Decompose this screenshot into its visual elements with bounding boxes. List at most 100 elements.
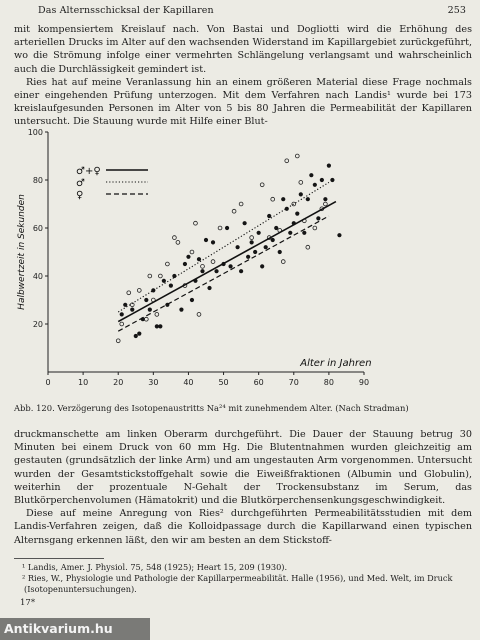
- footnotes: ¹ Landis, Amer. J. Physiol. 75, 548 (192…: [14, 558, 472, 595]
- data-point-open: [165, 261, 170, 267]
- footnote: ¹ Landis, Amer. J. Physiol. 75, 548 (192…: [22, 562, 288, 572]
- data-point-filled: [207, 285, 212, 291]
- data-point-filled: [235, 245, 240, 250]
- page-number: 253: [447, 5, 466, 16]
- data-point-filled: [267, 213, 272, 219]
- paragraph: Ries hat auf meine Veranlassung hin an e…: [14, 76, 472, 128]
- y-tick-label: 40: [33, 272, 43, 281]
- data-point-filled: [249, 240, 254, 245]
- x-tick-label: 50: [218, 378, 228, 387]
- data-point-filled: [298, 192, 303, 197]
- data-point-filled: [302, 230, 307, 235]
- running-header: Das Alternsschicksal der Kapillaren 253: [38, 5, 466, 19]
- figure-120: 0 10 20 30 40 50 60 70 80 90 20 40 60 80 100 ♂+♀ ♂ ♀ A…: [14, 126, 474, 402]
- figure-caption: Abb. 120. Verzögerung des Isotopenaustri…: [14, 403, 409, 413]
- data-point-open: [280, 259, 286, 264]
- data-point-filled: [260, 264, 265, 269]
- x-tick-label: 0: [45, 378, 50, 387]
- x-tick-label: 40: [183, 378, 193, 387]
- data-point-filled: [270, 237, 275, 243]
- data-point-filled: [203, 237, 209, 243]
- y-tick-label: 100: [28, 128, 43, 137]
- data-point-filled: [319, 177, 324, 183]
- data-point-open: [284, 158, 290, 164]
- data-point-open: [210, 259, 216, 264]
- x-tick-label: 80: [324, 378, 334, 387]
- regression-line-solid: [117, 200, 337, 323]
- data-point-filled: [172, 273, 177, 279]
- data-point-open: [291, 201, 297, 207]
- data-point-filled: [323, 197, 328, 202]
- x-tick-label: 30: [148, 378, 158, 387]
- data-point-filled: [246, 254, 251, 259]
- x-tick-label: 20: [113, 378, 123, 387]
- paragraph: druckmanschette am linken Oberarm durchg…: [14, 429, 472, 507]
- data-point-filled: [119, 312, 124, 317]
- data-point-open: [154, 312, 160, 317]
- legend-label-female: ♀: [76, 190, 83, 201]
- data-point-filled: [189, 297, 195, 303]
- x-tick-label: 60: [254, 378, 264, 387]
- chart-ticks: 0 10 20 30 40 50 60 70 80 90 20 40 60 80 100: [28, 128, 369, 387]
- data-point-filled: [239, 269, 244, 274]
- legend-label-male: ♂: [76, 178, 85, 189]
- data-point-filled: [137, 331, 142, 336]
- data-point-filled: [305, 197, 310, 202]
- data-point-filled: [330, 177, 335, 183]
- data-point-open: [119, 321, 125, 327]
- y-tick-label: 60: [33, 224, 43, 233]
- data-point-filled: [312, 182, 317, 187]
- data-point-open: [323, 201, 328, 207]
- regression-lines: [117, 181, 337, 332]
- body-text-top: mit kompensiertem Kreislauf nach. Von Ba…: [14, 23, 472, 129]
- data-point-filled: [179, 307, 184, 312]
- data-point-filled: [210, 240, 216, 245]
- data-point-filled: [256, 230, 261, 235]
- data-point-filled: [161, 278, 166, 283]
- data-point-open: [249, 235, 254, 240]
- data-point-filled: [133, 333, 138, 339]
- data-point-open: [305, 244, 311, 250]
- footnote-rule: [14, 558, 104, 559]
- data-point-open: [189, 249, 195, 255]
- legend-label-both: ♂+♀: [76, 166, 101, 177]
- data-point-open: [231, 208, 237, 214]
- data-point-filled: [316, 216, 321, 221]
- chart-axes: [47, 132, 364, 373]
- data-point-filled: [130, 307, 135, 312]
- data-point-filled: [288, 230, 293, 235]
- regression-line-dotted: [117, 181, 330, 313]
- data-point-filled: [214, 269, 219, 274]
- chart-legend: ♂+♀ ♂ ♀: [76, 166, 148, 201]
- x-axis-label: Alter in Jahren: [299, 358, 371, 369]
- data-point-filled: [186, 254, 191, 259]
- signature-mark: 17*: [20, 598, 36, 608]
- data-point-filled: [154, 324, 159, 329]
- data-point-open: [193, 220, 198, 226]
- data-point-open: [175, 240, 181, 245]
- data-point-open: [172, 235, 177, 240]
- data-point-filled: [196, 257, 202, 262]
- body-text-bottom: druckmanschette am linken Oberarm durchg…: [14, 428, 472, 547]
- data-point-filled: [123, 302, 128, 307]
- data-point-filled: [309, 173, 314, 178]
- data-point-open: [294, 153, 300, 159]
- x-tick-label: 10: [78, 378, 88, 387]
- data-point-filled: [295, 211, 300, 216]
- data-point-filled: [326, 163, 331, 168]
- data-point-filled: [147, 307, 152, 312]
- data-point-filled: [200, 269, 205, 274]
- y-axis-label: Halbwertzeit in Sekunden: [17, 194, 27, 310]
- data-point-open: [136, 288, 142, 293]
- data-point-open: [312, 225, 318, 231]
- data-point-filled: [168, 283, 173, 288]
- data-point-open: [259, 182, 265, 188]
- y-tick-label: 20: [33, 320, 43, 329]
- data-point-filled: [274, 225, 279, 231]
- y-tick-label: 80: [33, 176, 43, 185]
- data-point-open: [217, 225, 223, 231]
- data-point-open: [147, 273, 153, 279]
- data-point-open: [144, 316, 149, 322]
- regression-line-dashed: [117, 215, 330, 332]
- data-point-open: [126, 290, 132, 296]
